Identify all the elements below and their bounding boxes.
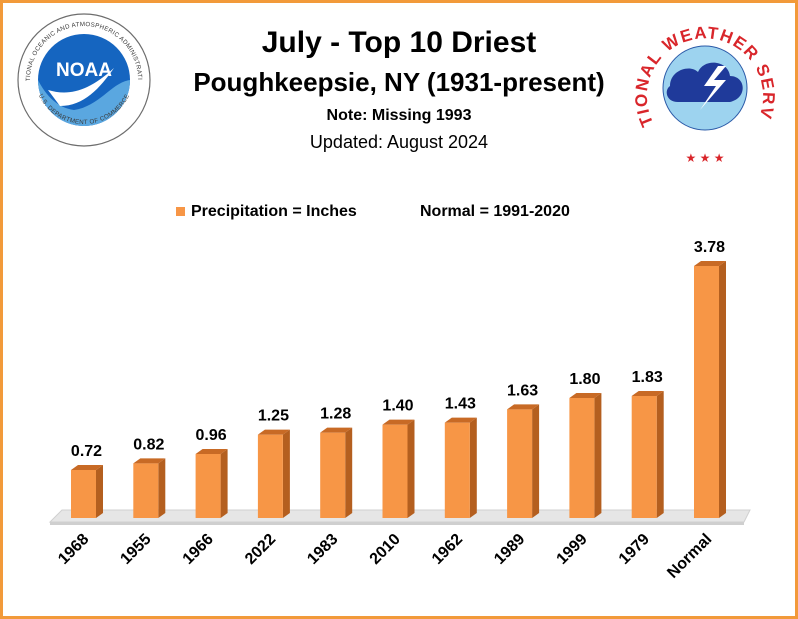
- chart-floor-edge: [50, 522, 744, 525]
- noaa-logo: NOAA NATIONAL OCEANIC AND ATMOSPHERIC AD…: [14, 10, 151, 147]
- x-tick-label: 1979: [616, 531, 653, 568]
- legend-normal-note: Normal = 1991-2020: [420, 203, 570, 220]
- bar-1962: [444, 417, 477, 518]
- data-label: 3.78: [694, 239, 725, 256]
- data-label: 1.63: [507, 382, 538, 399]
- nws-logo: NATIONAL WEATHER SERVICE ★ ★ ★: [630, 6, 777, 165]
- bar-front: [569, 398, 595, 518]
- chart-title: July - Top 10 Driest: [261, 26, 537, 59]
- bar-front: [694, 266, 719, 518]
- bar-side: [719, 261, 726, 518]
- chart-updated: Updated: August 2024: [309, 132, 489, 152]
- bar-front: [444, 422, 470, 518]
- bar-1955: [133, 458, 166, 518]
- chart-subtitle: Poughkeepsie, NY (1931-present): [193, 67, 605, 97]
- bar-2022: [257, 429, 290, 518]
- bar-side: [158, 458, 166, 518]
- x-tick-label: 1983: [304, 531, 341, 568]
- data-label: 0.96: [196, 427, 227, 444]
- bar-top: [507, 404, 540, 410]
- data-label: 1.80: [569, 371, 600, 388]
- bar-top: [133, 458, 166, 464]
- bar-side: [282, 429, 290, 518]
- bar-1966: [195, 449, 228, 518]
- data-label: 1.83: [632, 369, 663, 386]
- bar-side: [345, 427, 353, 518]
- data-label: 0.82: [133, 436, 164, 453]
- bar-2010: [382, 419, 415, 518]
- bar-side: [656, 391, 664, 518]
- legend-swatch: [176, 207, 185, 216]
- x-tick-label: 2022: [242, 531, 279, 568]
- bar-top: [382, 419, 415, 425]
- bar-side: [407, 419, 415, 518]
- chart-data-labels: 0.72 0.82 0.96 1.25 1.28 1.40 1.43 1.63 1.80 1.83…: [71, 239, 725, 460]
- x-tick-label: 1999: [554, 531, 591, 568]
- nws-stars-icon: ★ ★ ★: [686, 151, 725, 165]
- x-tick-label: 1955: [117, 531, 154, 568]
- bar-top: [444, 417, 477, 423]
- bar-top: [631, 391, 664, 396]
- bar-side: [594, 393, 602, 518]
- bar-top: [320, 427, 353, 433]
- chart-bars: [71, 261, 726, 518]
- bar-1999: [569, 393, 602, 518]
- data-label: 1.43: [445, 396, 476, 413]
- bar-front: [71, 470, 96, 518]
- bar-top: [257, 429, 290, 435]
- bar-side: [96, 465, 103, 518]
- data-label: 1.25: [258, 408, 289, 425]
- chart-note: Note: Missing 1993: [326, 107, 472, 124]
- bar-top: [569, 393, 602, 398]
- bar-front: [133, 463, 159, 518]
- bar-1979: [631, 391, 664, 518]
- data-label: 1.40: [382, 398, 413, 415]
- bar-front: [320, 432, 346, 518]
- bar-front: [382, 424, 408, 518]
- x-tick-label: 2010: [367, 531, 404, 568]
- bar-front: [507, 409, 533, 518]
- bar-top: [694, 261, 726, 266]
- noaa-logo-text: NOAA: [56, 60, 112, 81]
- bar-side: [220, 449, 228, 518]
- bar-front: [257, 434, 283, 518]
- bar-1989: [507, 404, 540, 518]
- bar-front: [631, 396, 657, 518]
- bar-1968: [71, 465, 103, 518]
- x-tick-label: 1989: [491, 531, 528, 568]
- data-label: 1.28: [320, 406, 351, 423]
- bar-side: [532, 404, 540, 518]
- bar-front: [195, 454, 221, 518]
- legend-series-label: Precipitation = Inches: [191, 203, 357, 220]
- x-tick-label: Normal: [664, 531, 715, 582]
- bar-side: [469, 417, 477, 518]
- bar-top: [71, 465, 103, 470]
- x-tick-label: 1966: [180, 531, 217, 568]
- bar-1983: [320, 427, 353, 518]
- x-tick-label: 1968: [55, 531, 92, 568]
- x-tick-label: 1962: [429, 531, 466, 568]
- bar-top: [195, 449, 228, 454]
- chart-x-tick-labels: 1968 1955 1966 2022 1983 2010 1962 1989 1999 1979…: [55, 531, 715, 582]
- data-label: 0.72: [71, 443, 102, 460]
- bar-Normal: [694, 261, 726, 518]
